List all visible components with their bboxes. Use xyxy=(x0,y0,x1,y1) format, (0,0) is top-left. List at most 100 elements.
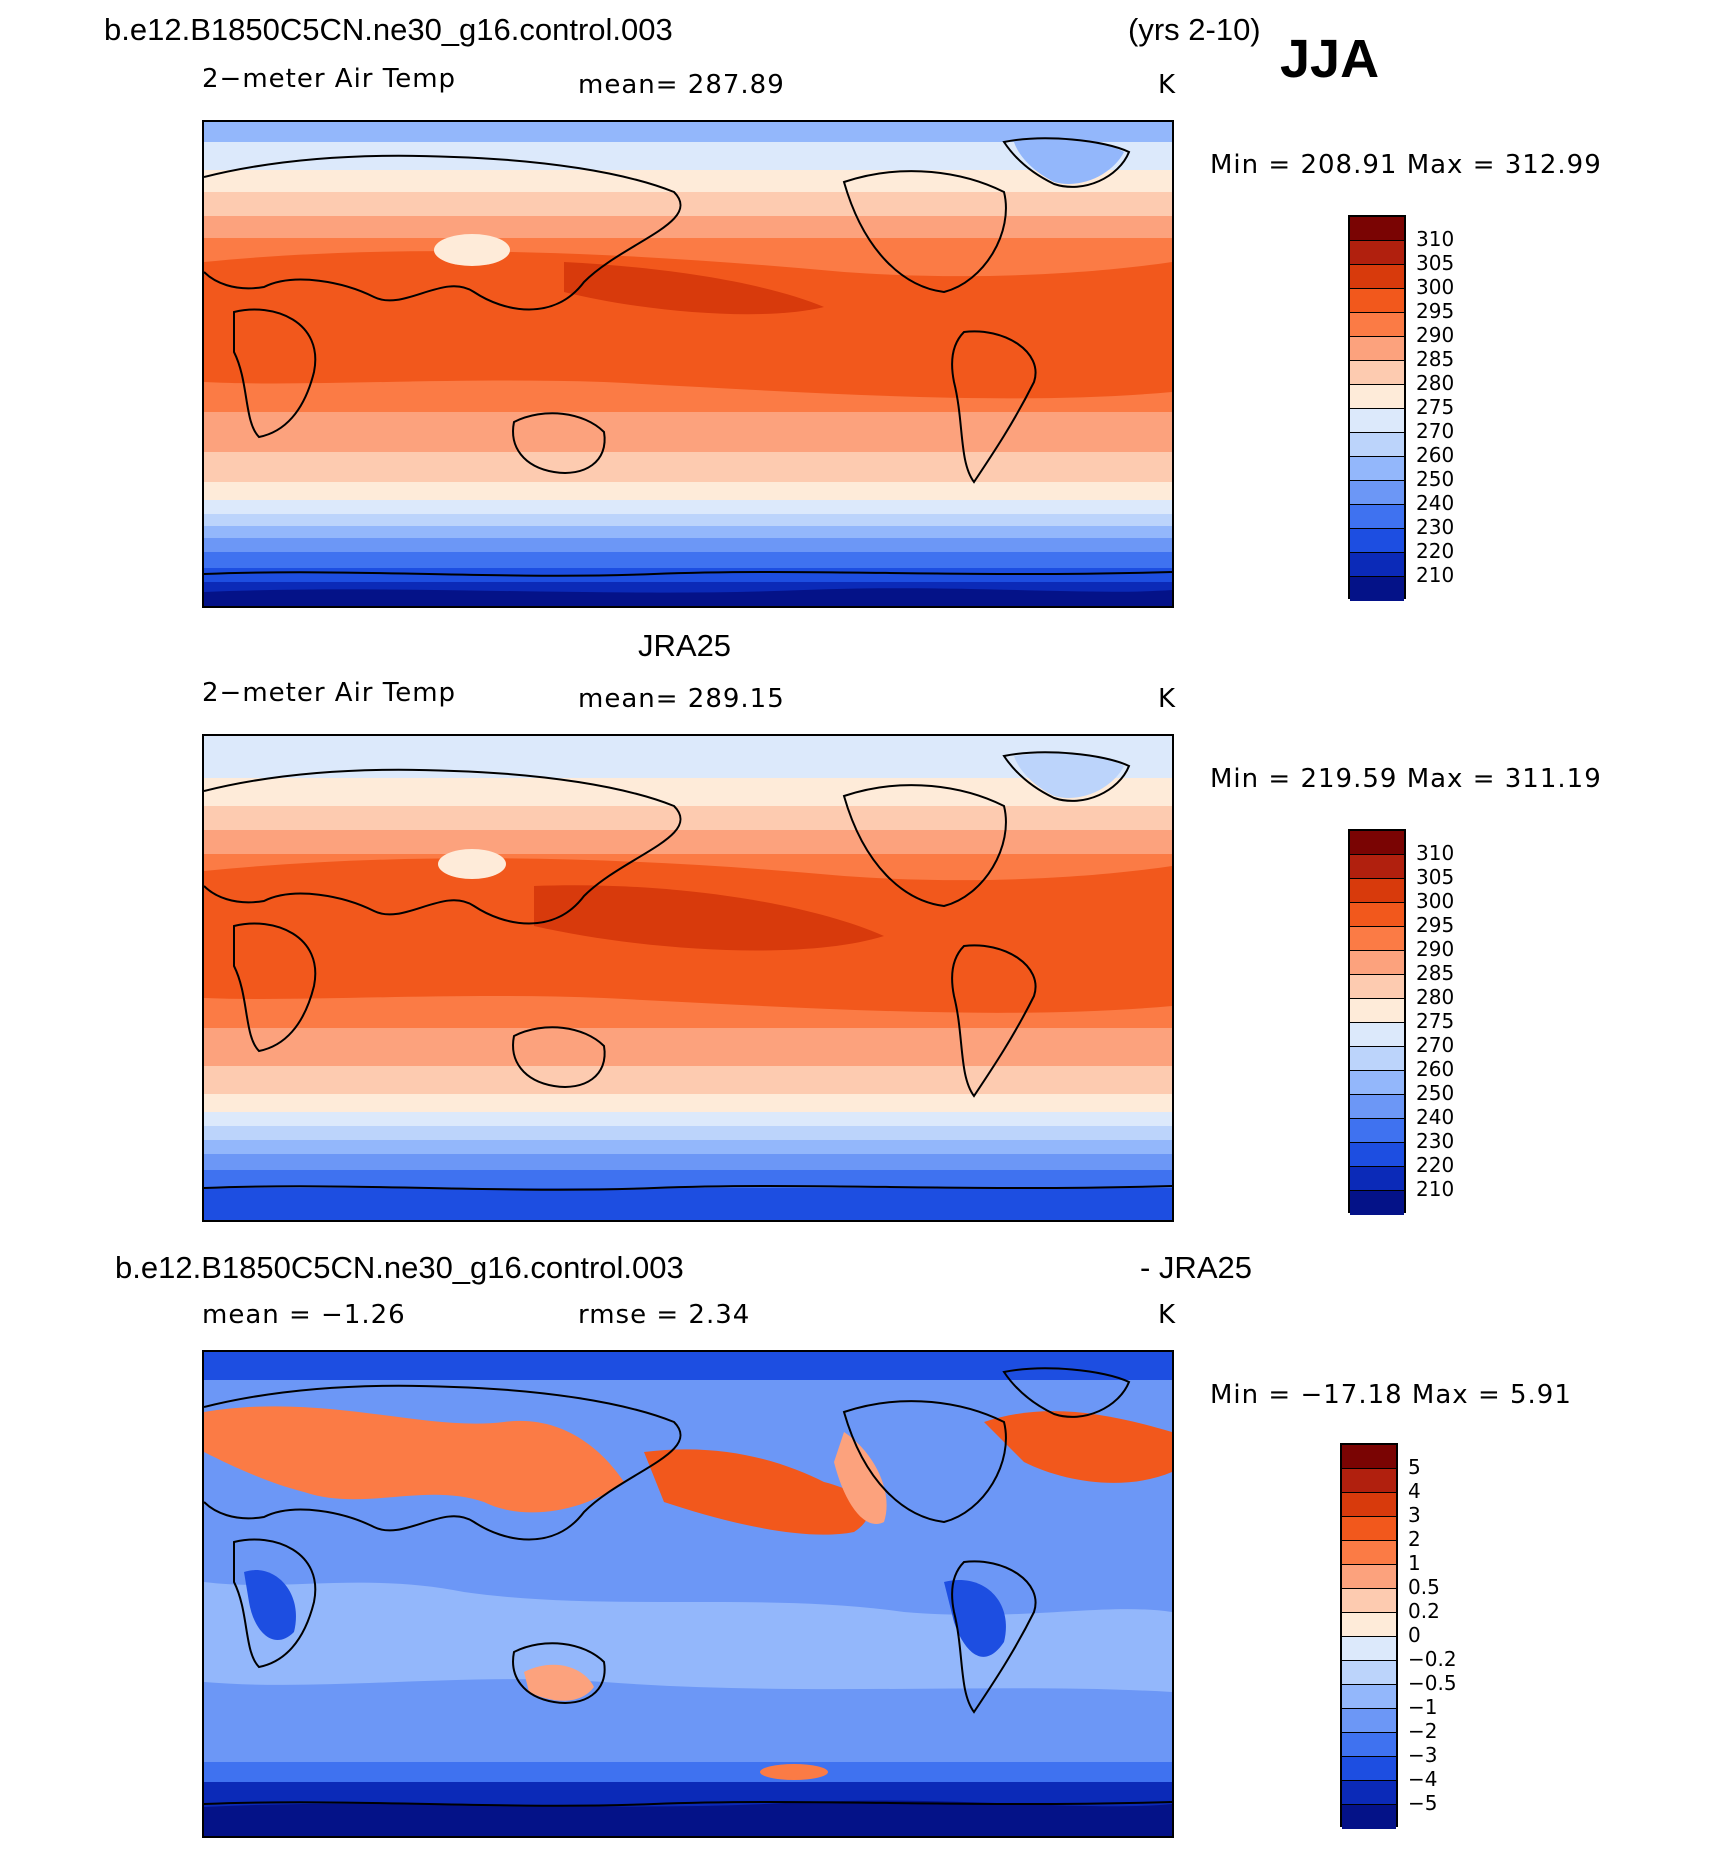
diff-case-title: b.e12.B1850C5CN.ne30_g16.control.003 xyxy=(115,1250,684,1285)
colorbar-swatch xyxy=(1350,831,1404,855)
colorbar-tick-label: 305 xyxy=(1416,251,1455,275)
colorbar-swatch xyxy=(1350,241,1404,265)
colorbar-swatch xyxy=(1350,529,1404,553)
colorbar-swatch xyxy=(1350,855,1404,879)
reanalysis-colorbar xyxy=(1348,829,1406,1215)
mean-label: mean= 289.15 xyxy=(578,684,785,714)
colorbar-swatch xyxy=(1342,1709,1396,1733)
dataset-title: JRA25 xyxy=(638,628,732,663)
model-colorbar xyxy=(1348,215,1406,601)
colorbar-tick-label: 310 xyxy=(1416,841,1455,865)
minmax-label: Min = 219.59 Max = 311.19 xyxy=(1210,764,1602,794)
colorbar-swatch xyxy=(1342,1565,1396,1589)
colorbar-swatch xyxy=(1350,553,1404,577)
diff-minus-label: - JRA25 xyxy=(1140,1250,1252,1285)
colorbar-swatch xyxy=(1350,265,1404,289)
colorbar-swatch xyxy=(1342,1589,1396,1613)
colorbar-swatch xyxy=(1350,1119,1404,1143)
colorbar-tick-label: 240 xyxy=(1416,491,1455,515)
colorbar-tick-label: 2 xyxy=(1408,1527,1421,1551)
colorbar-swatch xyxy=(1342,1661,1396,1685)
colorbar-tick-label: −1 xyxy=(1408,1695,1438,1719)
colorbar-tick-label: 220 xyxy=(1416,1153,1455,1177)
colorbar-tick-label: −3 xyxy=(1408,1743,1438,1767)
colorbar-tick-label: 295 xyxy=(1416,299,1455,323)
colorbar-swatch xyxy=(1350,217,1404,241)
colorbar-tick-label: 290 xyxy=(1416,937,1455,961)
colorbar-tick-label: 285 xyxy=(1416,347,1455,371)
colorbar-tick-label: 0 xyxy=(1408,1623,1421,1647)
units-label: K xyxy=(1158,70,1177,100)
colorbar-swatch xyxy=(1350,385,1404,409)
colorbar-swatch xyxy=(1350,1071,1404,1095)
colorbar-swatch xyxy=(1342,1613,1396,1637)
colorbar-tick-label: 240 xyxy=(1416,1105,1455,1129)
colorbar-tick-label: 300 xyxy=(1416,889,1455,913)
colorbar-tick-label: 0.5 xyxy=(1408,1575,1440,1599)
season-label: JJA xyxy=(1280,29,1380,89)
colorbar-tick-label: 305 xyxy=(1416,865,1455,889)
colorbar-tick-label: 210 xyxy=(1416,1177,1455,1201)
colorbar-swatch xyxy=(1342,1445,1396,1469)
colorbar-swatch xyxy=(1342,1781,1396,1805)
colorbar-tick-label: 230 xyxy=(1416,1129,1455,1153)
colorbar-swatch xyxy=(1342,1637,1396,1661)
minmax-label: Min = −17.18 Max = 5.91 xyxy=(1210,1380,1572,1410)
colorbar-swatch xyxy=(1342,1469,1396,1493)
colorbar-swatch xyxy=(1350,457,1404,481)
colorbar-swatch xyxy=(1350,433,1404,457)
colorbar-tick-label: 260 xyxy=(1416,443,1455,467)
colorbar-swatch xyxy=(1350,879,1404,903)
colorbar-tick-label: 0.2 xyxy=(1408,1599,1440,1623)
colorbar-swatch xyxy=(1350,951,1404,975)
colorbar-swatch xyxy=(1350,289,1404,313)
colorbar-tick-label: 280 xyxy=(1416,371,1455,395)
difference-colorbar xyxy=(1340,1443,1398,1829)
colorbar-tick-label: −0.2 xyxy=(1408,1647,1457,1671)
colorbar-tick-label: 230 xyxy=(1416,515,1455,539)
colorbar-tick-label: 285 xyxy=(1416,961,1455,985)
units-label: K xyxy=(1158,1300,1177,1330)
colorbar-tick-label: 260 xyxy=(1416,1057,1455,1081)
difference-map xyxy=(202,1350,1174,1838)
colorbar-swatch xyxy=(1350,903,1404,927)
colorbar-swatch xyxy=(1350,577,1404,601)
colorbar-swatch xyxy=(1350,1191,1404,1215)
colorbar-swatch xyxy=(1350,1047,1404,1071)
colorbar-swatch xyxy=(1342,1685,1396,1709)
colorbar-tick-label: −2 xyxy=(1408,1719,1438,1743)
colorbar-tick-label: 280 xyxy=(1416,985,1455,1009)
colorbar-swatch xyxy=(1350,1143,1404,1167)
colorbar-tick-label: 270 xyxy=(1416,1033,1455,1057)
rmse-label: rmse = 2.34 xyxy=(578,1300,751,1330)
colorbar-tick-label: 250 xyxy=(1416,1081,1455,1105)
case-title: b.e12.B1850C5CN.ne30_g16.control.003 xyxy=(104,12,673,47)
colorbar-tick-label: −0.5 xyxy=(1408,1671,1457,1695)
colorbar-swatch xyxy=(1350,505,1404,529)
colorbar-swatch xyxy=(1342,1541,1396,1565)
colorbar-swatch xyxy=(1350,1167,1404,1191)
colorbar-swatch xyxy=(1350,337,1404,361)
colorbar-swatch xyxy=(1350,927,1404,951)
colorbar-swatch xyxy=(1350,481,1404,505)
colorbar-tick-label: 290 xyxy=(1416,323,1455,347)
colorbar-tick-label: 295 xyxy=(1416,913,1455,937)
colorbar-tick-label: 310 xyxy=(1416,227,1455,251)
colorbar-tick-label: −5 xyxy=(1408,1791,1438,1815)
years-label: (yrs 2-10) xyxy=(1128,12,1261,47)
diff-mean-label: mean = −1.26 xyxy=(202,1300,406,1330)
colorbar-tick-label: 1 xyxy=(1408,1551,1421,1575)
colorbar-swatch xyxy=(1350,999,1404,1023)
colorbar-tick-label: 220 xyxy=(1416,539,1455,563)
colorbar-swatch xyxy=(1350,1095,1404,1119)
colorbar-swatch xyxy=(1342,1733,1396,1757)
colorbar-tick-label: 275 xyxy=(1416,1009,1455,1033)
minmax-label: Min = 208.91 Max = 312.99 xyxy=(1210,150,1602,180)
colorbar-swatch xyxy=(1350,409,1404,433)
colorbar-tick-label: 210 xyxy=(1416,563,1455,587)
colorbar-swatch xyxy=(1342,1517,1396,1541)
colorbar-swatch xyxy=(1350,975,1404,999)
colorbar-tick-label: 275 xyxy=(1416,395,1455,419)
mean-label: mean= 287.89 xyxy=(578,70,785,100)
variable-label: 2−meter Air Temp xyxy=(202,64,457,94)
